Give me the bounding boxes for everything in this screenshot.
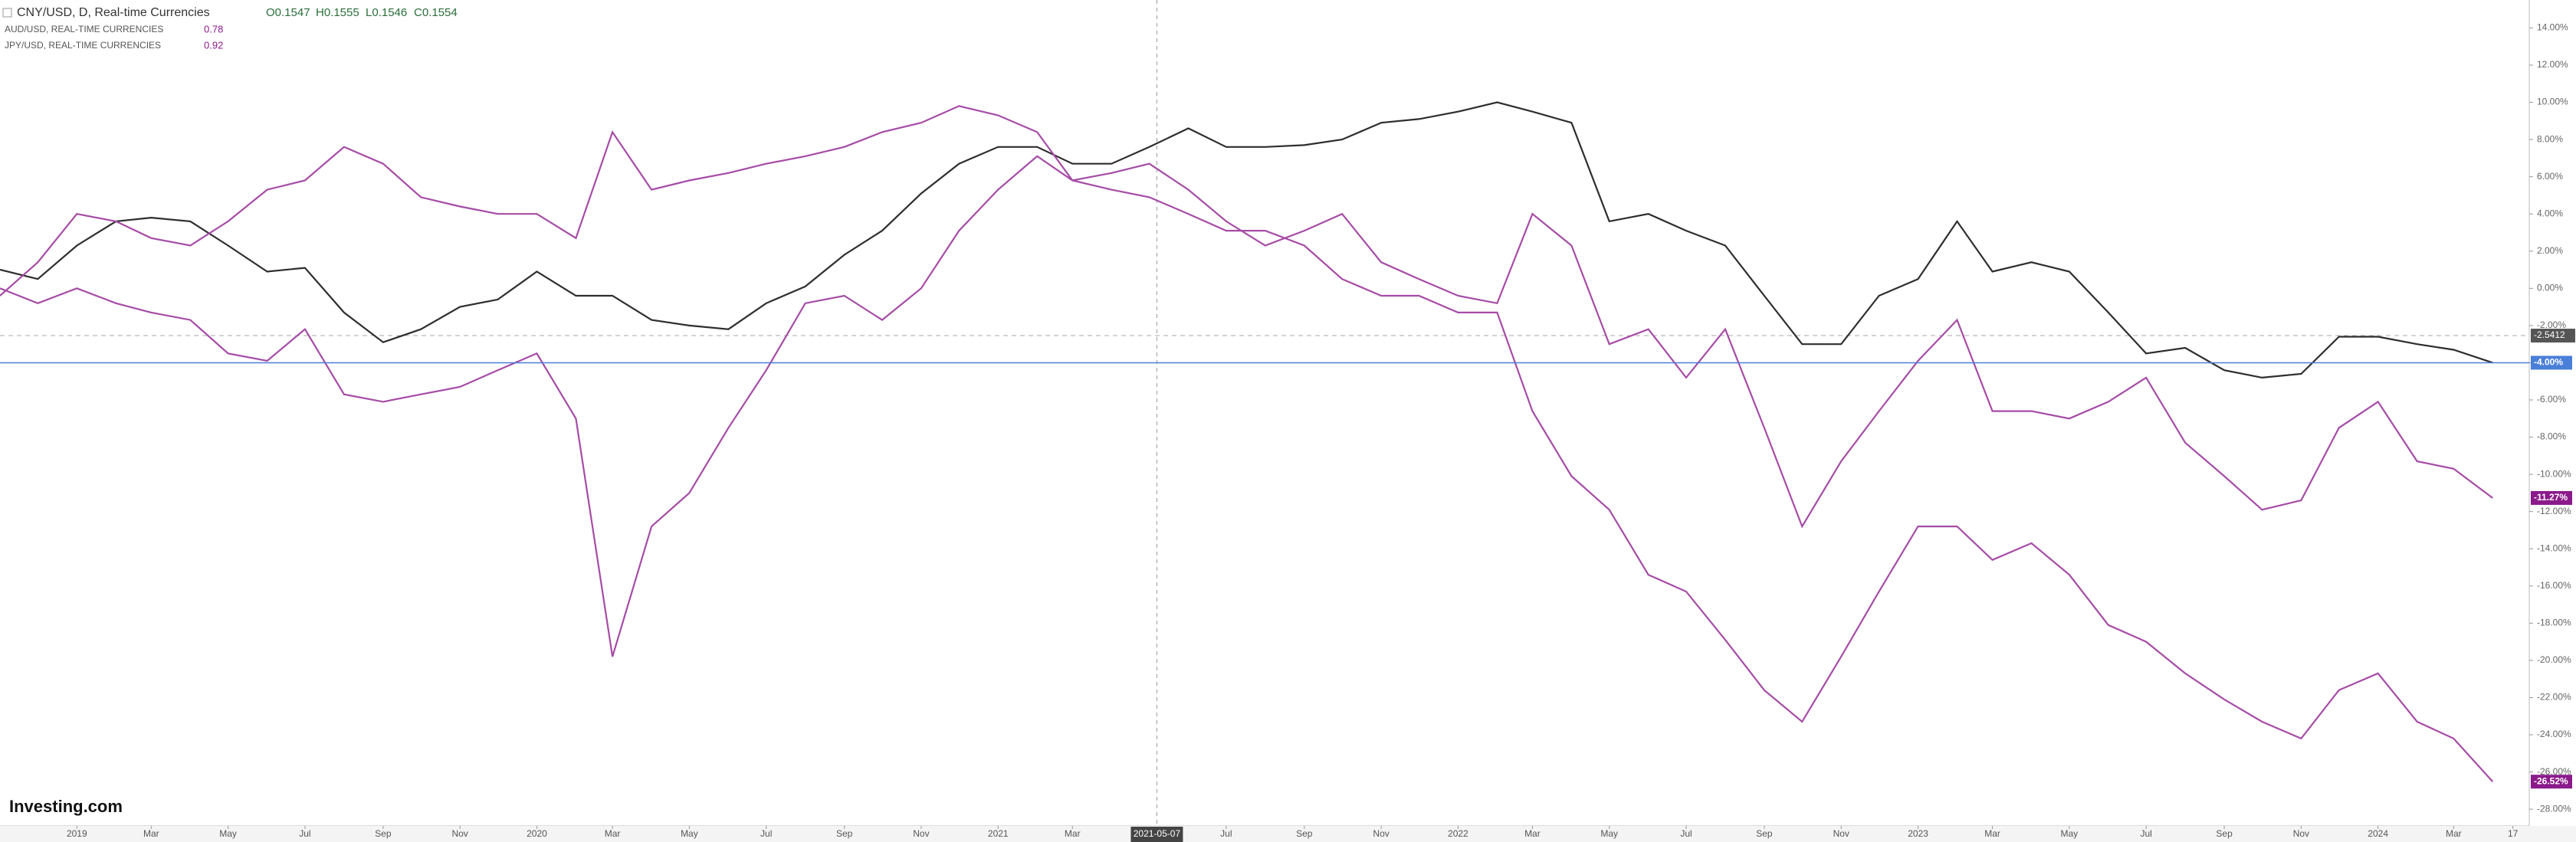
- collapse-icon[interactable]: [2, 8, 12, 18]
- x-tick-label: Mar: [1524, 828, 1541, 839]
- y-tick-label: -8.00%: [2537, 431, 2566, 442]
- x-tick-label: Jul: [760, 828, 772, 839]
- y-tick-label: 2.00%: [2537, 245, 2563, 256]
- last-value-label: -4.00%: [2534, 357, 2563, 368]
- y-tick-label: 8.00%: [2537, 133, 2563, 144]
- x-tick-label: Nov: [2293, 828, 2309, 839]
- x-tick-label: 2020: [527, 828, 547, 839]
- x-tick-label: Jul: [1680, 828, 1692, 839]
- series-line: [0, 101, 2493, 379]
- x-tick-label: Nov: [1373, 828, 1389, 839]
- y-tick-label: -20.00%: [2537, 654, 2571, 665]
- x-tick-label: Nov: [1833, 828, 1849, 839]
- x-tick-label: Nov: [913, 828, 929, 839]
- price-label-box: [2531, 329, 2575, 343]
- series-line: [0, 155, 2493, 657]
- y-tick-label: -10.00%: [2537, 468, 2571, 479]
- x-tick-label: Jul: [1220, 828, 1232, 839]
- y-tick-label: -24.00%: [2537, 729, 2571, 739]
- x-tick-label: 2022: [1448, 828, 1468, 839]
- x-tick-label: Mar: [605, 828, 621, 839]
- x-tick-label: 2024: [2368, 828, 2388, 839]
- crosshair-label: 2021-05-07: [1134, 828, 1181, 839]
- y-tick-label: -12.00%: [2537, 506, 2571, 516]
- x-tick-label: 17: [2508, 828, 2519, 839]
- symbol-title: CNY/USD, D, Real-time Currencies: [17, 6, 210, 19]
- ohlc-high: H0.1555: [316, 6, 359, 19]
- x-tick-label: Mar: [143, 828, 159, 839]
- x-tick-label: Sep: [836, 828, 853, 839]
- compare-name: AUD/USD, REAL-TIME CURRENCIES: [5, 24, 163, 34]
- logo: Investing.com: [9, 797, 123, 816]
- y-tick-label: -26.00%: [2537, 766, 2571, 777]
- last-value-box: [2531, 775, 2572, 789]
- x-tick-label: Sep: [375, 828, 392, 839]
- last-value-label: -11.27%: [2534, 492, 2568, 503]
- y-tick-label: 4.00%: [2537, 208, 2563, 218]
- x-tick-label: 2023: [1908, 828, 1928, 839]
- last-value-box: [2531, 355, 2572, 370]
- x-tick-label: 2021: [988, 828, 1009, 839]
- x-tick-label: Sep: [1756, 828, 1773, 839]
- x-tick-label: Jul: [2140, 828, 2151, 839]
- x-tick-label: Jul: [299, 828, 310, 839]
- x-tick-label: Mar: [1065, 828, 1081, 839]
- last-value-label: -26.52%: [2534, 775, 2568, 786]
- x-tick-label: Sep: [2216, 828, 2233, 839]
- y-tick-label: 6.00%: [2537, 171, 2563, 182]
- x-tick-label: Mar: [1984, 828, 2000, 839]
- y-tick-label: -6.00%: [2537, 394, 2566, 405]
- ohlc-close: C0.1554: [414, 6, 458, 19]
- x-tick-label: Mar: [2446, 828, 2462, 839]
- y-tick-label: -2.00%: [2537, 319, 2566, 330]
- x-tick-label: May: [2061, 828, 2079, 839]
- y-tick-label: -18.00%: [2537, 618, 2571, 628]
- y-tick-label: -28.00%: [2537, 803, 2571, 814]
- x-axis-strip: [0, 826, 2576, 842]
- y-tick-label: -16.00%: [2537, 580, 2571, 591]
- x-tick-label: 2019: [67, 828, 87, 839]
- x-tick-label: Nov: [451, 828, 468, 839]
- ohlc-open: O0.1547: [266, 6, 310, 19]
- series-line: [0, 105, 2494, 782]
- y-tick-label: 0.00%: [2537, 283, 2563, 293]
- compare-name: JPY/USD, REAL-TIME CURRENCIES: [5, 40, 161, 51]
- x-tick-label: Sep: [1296, 828, 1313, 839]
- crosshair-label-box: [1130, 827, 1183, 842]
- price-label: -2.5412: [2534, 329, 2565, 340]
- x-tick-label: May: [681, 828, 698, 839]
- y-tick-label: 14.00%: [2537, 22, 2568, 33]
- x-tick-label: May: [1600, 828, 1618, 839]
- y-tick-label: 12.00%: [2537, 59, 2568, 70]
- y-tick-label: -22.00%: [2537, 692, 2571, 703]
- ohlc-low: L0.1546: [366, 6, 407, 19]
- last-value-box: [2531, 490, 2572, 505]
- y-tick-label: -14.00%: [2537, 542, 2571, 553]
- compare-value: 0.78: [204, 23, 223, 34]
- compare-value: 0.92: [204, 39, 223, 51]
- x-tick-label: May: [219, 828, 237, 839]
- y-tick-label: 10.00%: [2537, 97, 2568, 107]
